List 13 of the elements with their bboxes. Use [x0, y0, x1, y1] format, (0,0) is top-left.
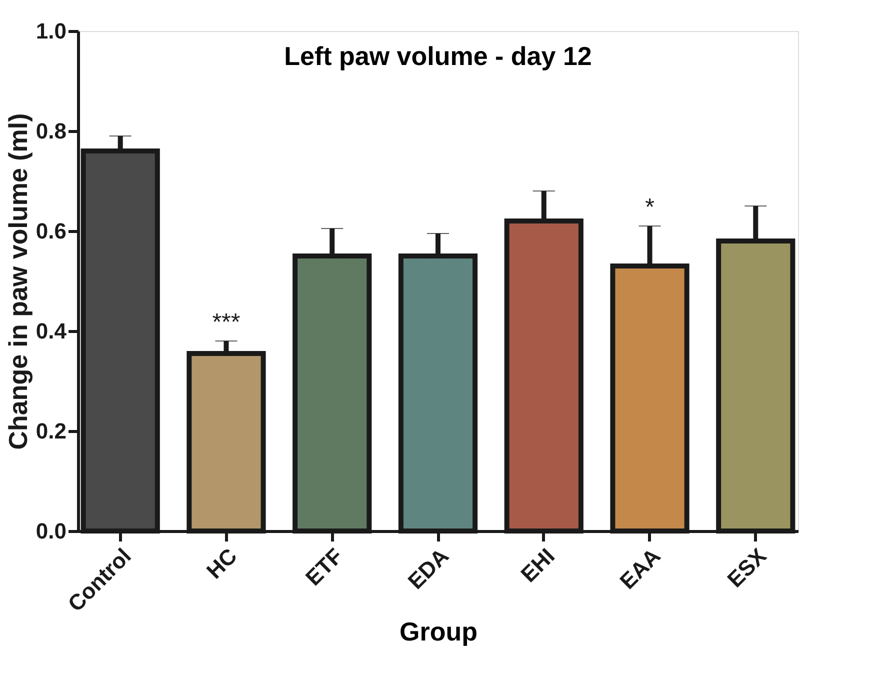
y-tick-label: 0.0	[36, 518, 66, 544]
y-tick-label: 0.6	[36, 218, 66, 244]
annotation: ***	[212, 309, 240, 336]
annotation: *	[645, 194, 654, 221]
y-axis-title: Change in paw volume (ml)	[2, 113, 33, 450]
x-tick-label: EHI	[516, 543, 560, 587]
x-axis-title: Group	[400, 616, 478, 647]
chart-title: Left paw volume - day 12	[284, 41, 592, 71]
y-tick-label: 0.8	[36, 118, 66, 144]
y-tick-label: 1.0	[36, 18, 66, 44]
y-tick-label: 0.2	[36, 418, 66, 444]
y-tick-label: 0.4	[36, 318, 68, 344]
x-tick-label: HC	[202, 543, 242, 584]
